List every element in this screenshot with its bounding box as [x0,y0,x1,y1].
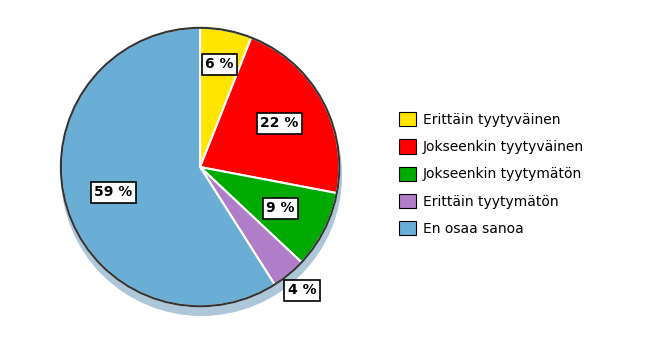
Wedge shape [61,28,275,306]
Text: 59 %: 59 % [94,185,132,199]
Text: 6 %: 6 % [205,57,234,71]
Wedge shape [200,167,301,285]
Text: 4 %: 4 % [288,283,316,298]
Text: 22 %: 22 % [260,117,299,130]
Text: 9 %: 9 % [267,201,295,215]
Ellipse shape [61,35,342,316]
Legend: Erittäin tyytyväinen, Jokseenkin tyytyväinen, Jokseenkin tyytymätön, Erittäin ty: Erittäin tyytyväinen, Jokseenkin tyytyvä… [394,106,590,242]
Wedge shape [200,28,251,167]
Wedge shape [200,38,340,193]
Wedge shape [200,167,337,262]
